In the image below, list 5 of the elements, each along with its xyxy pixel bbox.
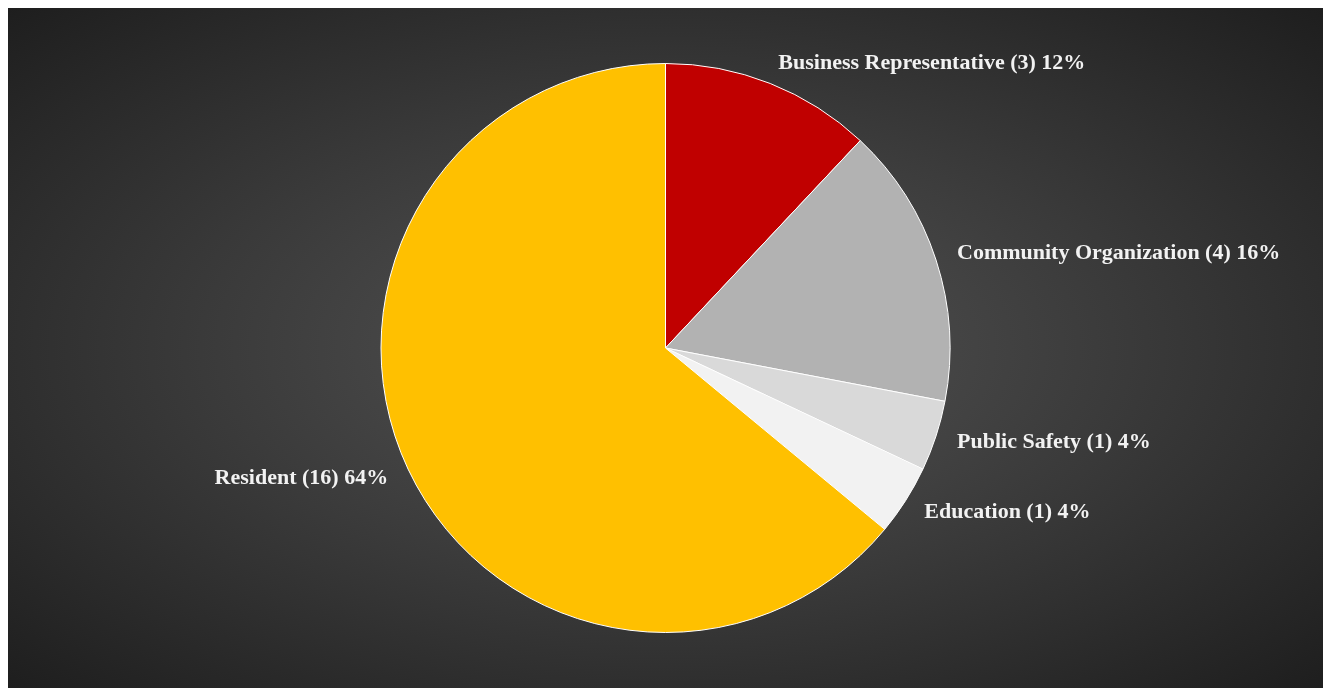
slice-label: Business Representative (3) 12% bbox=[778, 48, 1086, 74]
slice-label: Community Organization (4) 16% bbox=[957, 238, 1281, 264]
slice-label: Public Safety (1) 4% bbox=[957, 428, 1151, 454]
slice-label: Education (1) 4% bbox=[924, 497, 1091, 523]
slice-label: Resident (16) 64% bbox=[214, 464, 389, 490]
